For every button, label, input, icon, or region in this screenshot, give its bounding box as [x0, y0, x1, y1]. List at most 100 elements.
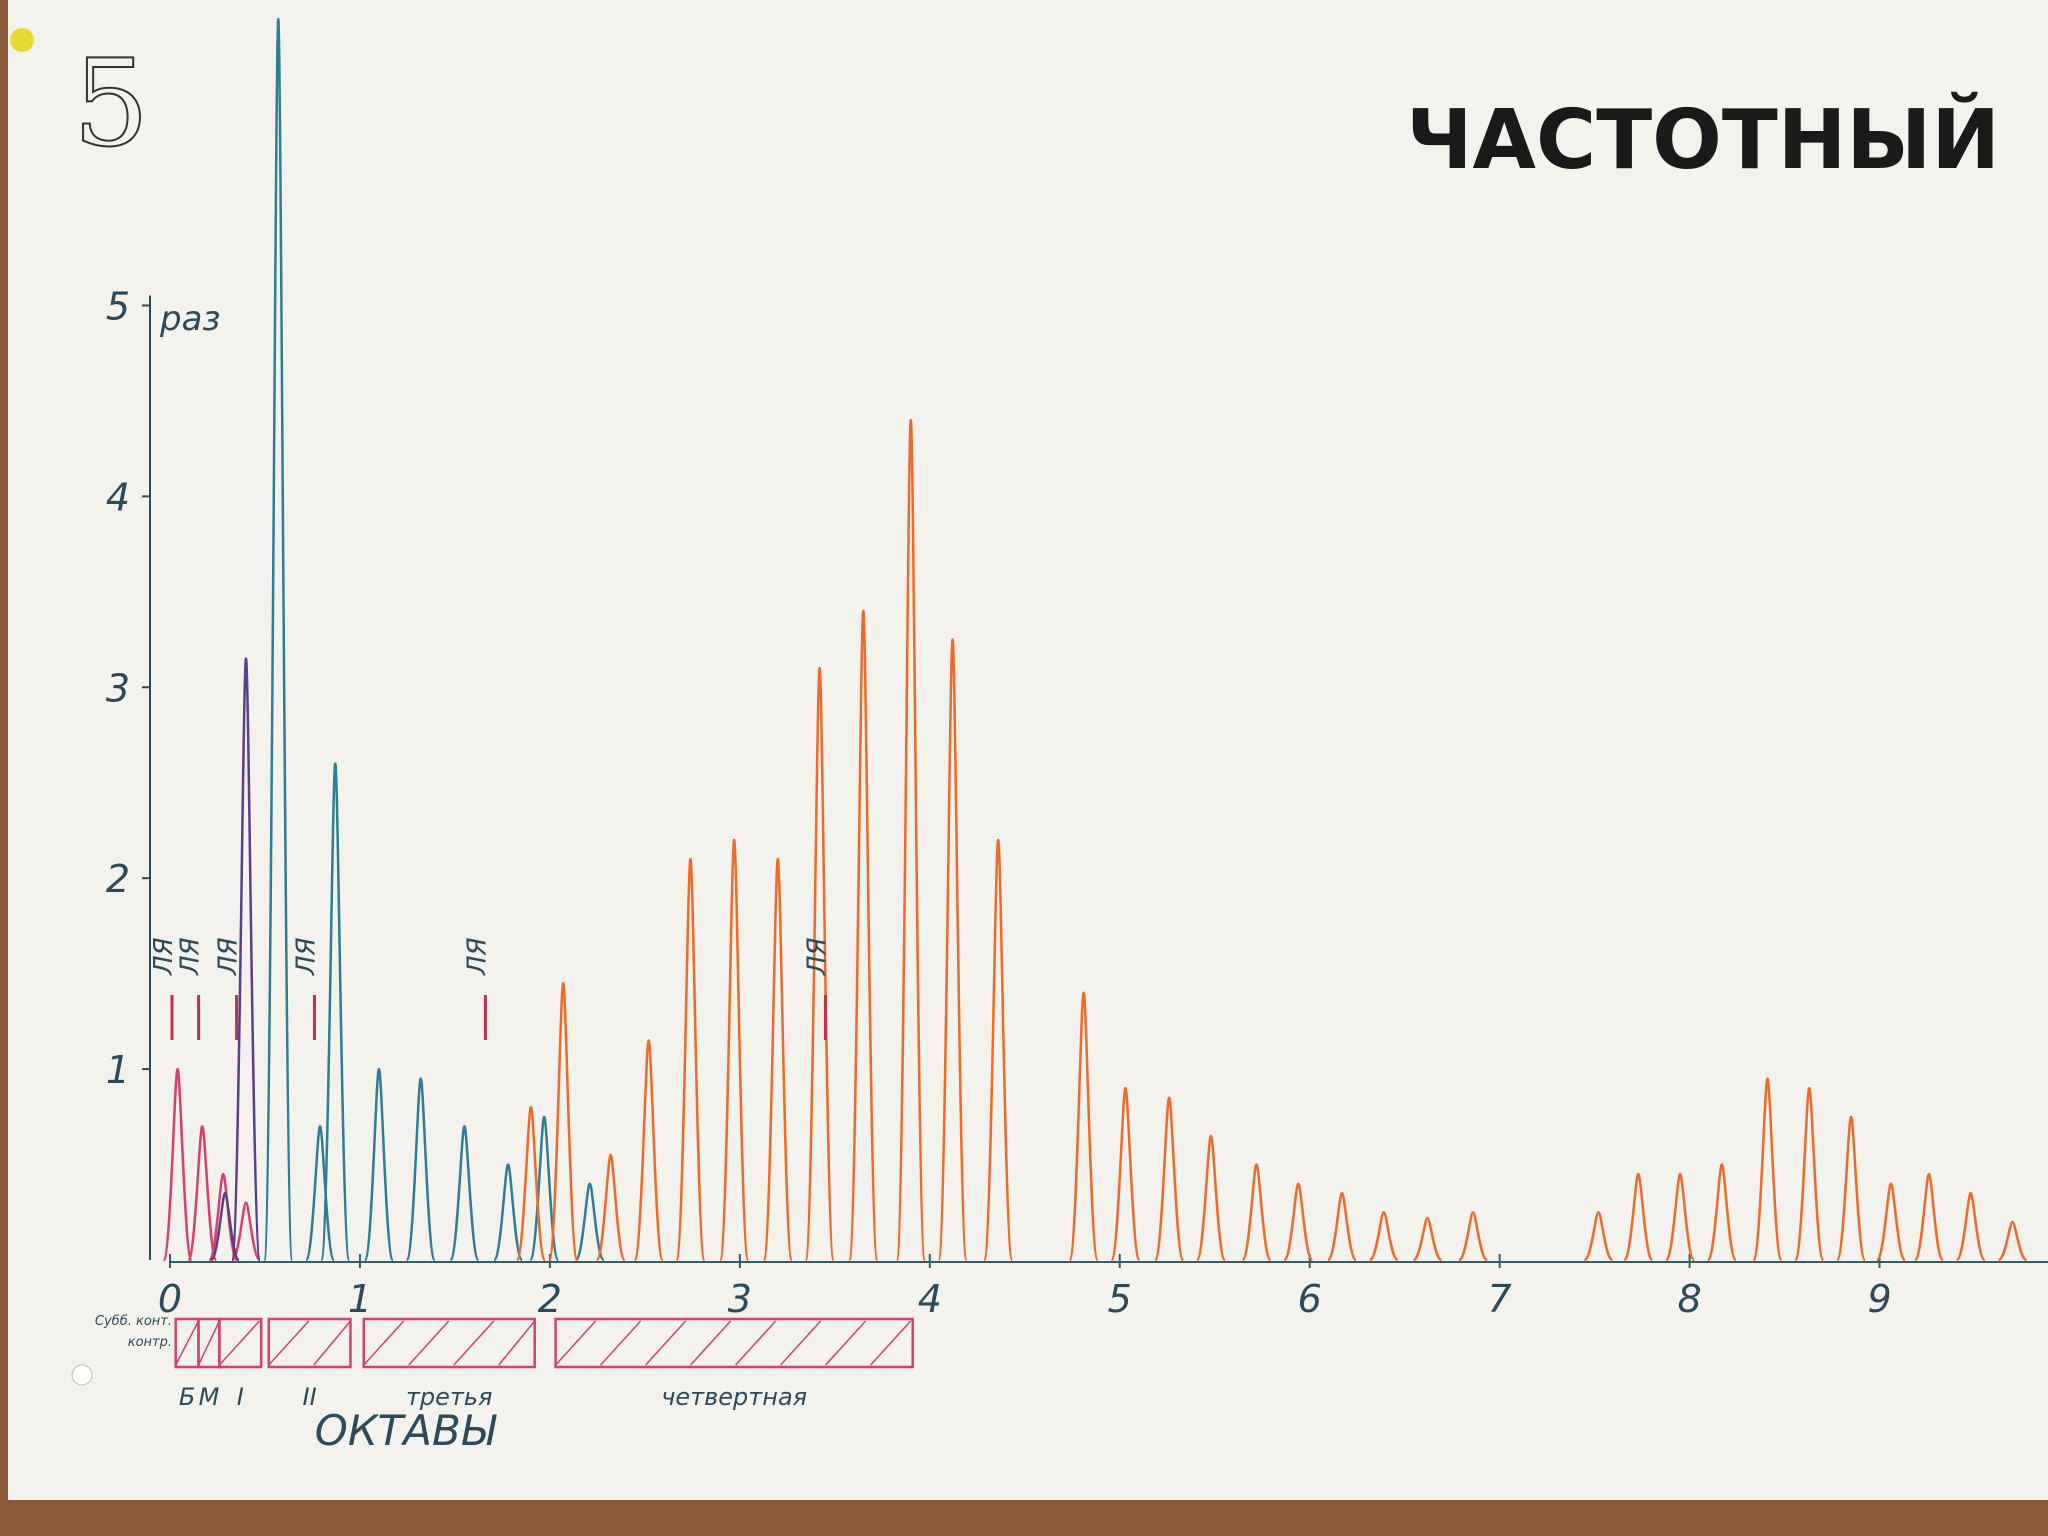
octave-hatch — [498, 1320, 536, 1366]
spectral-peak — [718, 838, 750, 1262]
y-tick-label: 5 — [106, 284, 130, 328]
annotation: ЛЯ — [214, 937, 244, 976]
poster — [8, 0, 2048, 1500]
chart-title: ЧАСТОТНЫЙ — [1406, 92, 2000, 188]
spectral-peak — [320, 762, 351, 1262]
octave-hatch — [870, 1320, 912, 1366]
octave-hatch — [555, 1320, 597, 1366]
y-tick-label: 4 — [106, 475, 130, 519]
octave-hatch — [690, 1320, 732, 1366]
spectral-peak — [230, 1201, 262, 1262]
spectral-peak — [547, 981, 579, 1262]
spectral-peak — [595, 1153, 626, 1262]
octave-hatch — [268, 1320, 310, 1366]
x-tick-label: 6 — [1298, 1277, 1322, 1321]
octave-label: Б — [179, 1383, 195, 1411]
octave-hatch — [363, 1320, 405, 1366]
octave-label: третья — [406, 1383, 493, 1411]
panel-number: 5 — [73, 35, 149, 174]
octave-key: Субб. конт. — [95, 1314, 172, 1329]
octave-label: I — [237, 1383, 244, 1411]
annotation: ЛЯ — [462, 937, 492, 976]
spectral-peak — [848, 609, 879, 1262]
spectral-peak — [1068, 991, 1099, 1262]
octave-hatch — [175, 1320, 200, 1366]
spectral-peak — [1368, 1211, 1400, 1262]
octave-label: II — [303, 1383, 317, 1411]
octave-label: М — [199, 1383, 220, 1411]
octave-hatch — [408, 1320, 450, 1366]
octave-hatch — [313, 1320, 352, 1366]
annotation: ЛЯ — [176, 937, 206, 976]
x-axis-label: ОКТАВЫ — [315, 1406, 497, 1455]
octave-range — [218, 1317, 263, 1369]
spectral-peak — [187, 1125, 218, 1262]
octave-hatch — [645, 1320, 687, 1366]
octave-range — [362, 1317, 536, 1369]
x-tick-label: 5 — [1108, 1277, 1132, 1321]
pin — [10, 28, 34, 52]
spectral-peak — [1283, 1182, 1314, 1262]
x-tick-label: 1 — [348, 1277, 372, 1321]
spectral-peak — [1412, 1216, 1443, 1262]
spectral-peak — [1623, 1172, 1654, 1262]
annotation: ЛЯ — [149, 937, 179, 976]
octave-hatch — [780, 1320, 822, 1366]
spectral-peak — [675, 857, 706, 1262]
spectral-peak — [1835, 1115, 1867, 1262]
x-tick-label: 0 — [158, 1277, 182, 1321]
octave-hatch — [825, 1320, 867, 1366]
spectral-peak — [937, 638, 968, 1262]
octave-range — [267, 1317, 352, 1369]
spectral-peak — [263, 17, 294, 1262]
x-tick-label: 3 — [728, 1277, 752, 1321]
spectral-peak — [1110, 1086, 1141, 1262]
spectral-peak — [363, 1067, 395, 1262]
spectral-peak — [762, 857, 794, 1262]
octave-range — [554, 1317, 914, 1369]
spectral-peak — [895, 418, 927, 1262]
spectral-peak — [1457, 1211, 1489, 1262]
spectral-peak — [492, 1163, 524, 1262]
spectral-peak — [633, 1039, 664, 1262]
spectral-peak — [1195, 1134, 1227, 1262]
spectral-peak — [1153, 1096, 1185, 1262]
spectral-peak — [1794, 1086, 1825, 1262]
x-tick-label: 8 — [1678, 1277, 1702, 1321]
spectral-peak — [1583, 1211, 1614, 1262]
annotation: ЛЯ — [291, 937, 321, 976]
spectral-peak — [1913, 1172, 1945, 1262]
x-tick-label: 7 — [1488, 1277, 1512, 1321]
spectral-peak — [304, 1125, 336, 1262]
y-tick-label: 1 — [106, 1048, 130, 1092]
octave-hatch — [600, 1320, 642, 1366]
spectral-peak — [1664, 1172, 1696, 1262]
spectral-peak — [162, 1067, 193, 1262]
octave-hatch — [218, 1320, 260, 1366]
spectral-peak — [405, 1077, 436, 1262]
x-tick-label: 4 — [918, 1277, 942, 1321]
spectral-peak — [574, 1182, 606, 1262]
y-tick-label: 2 — [106, 857, 130, 901]
spectral-peak — [1326, 1191, 1358, 1262]
spectral-peak — [1706, 1163, 1738, 1262]
octave-label: четвертная — [661, 1383, 807, 1411]
y-axis-label: раз — [159, 299, 221, 339]
spectral-peak — [1241, 1163, 1272, 1262]
spectral-peak — [1955, 1191, 1986, 1262]
spectral-peak — [1997, 1220, 2028, 1262]
annotation: ЛЯ — [802, 937, 832, 976]
x-tick-label: 2 — [538, 1277, 562, 1321]
spectral-peak — [1875, 1182, 1907, 1262]
octave-hatch — [197, 1320, 221, 1366]
octave-key: контр. — [128, 1335, 172, 1350]
pin — [71, 1364, 93, 1386]
spectral-peak — [1752, 1077, 1783, 1262]
spectral-peak — [982, 838, 1014, 1262]
spectral-peak — [804, 666, 835, 1262]
spectral-peak — [230, 657, 262, 1262]
y-tick-label: 3 — [106, 666, 130, 710]
octave-hatch — [735, 1320, 777, 1366]
